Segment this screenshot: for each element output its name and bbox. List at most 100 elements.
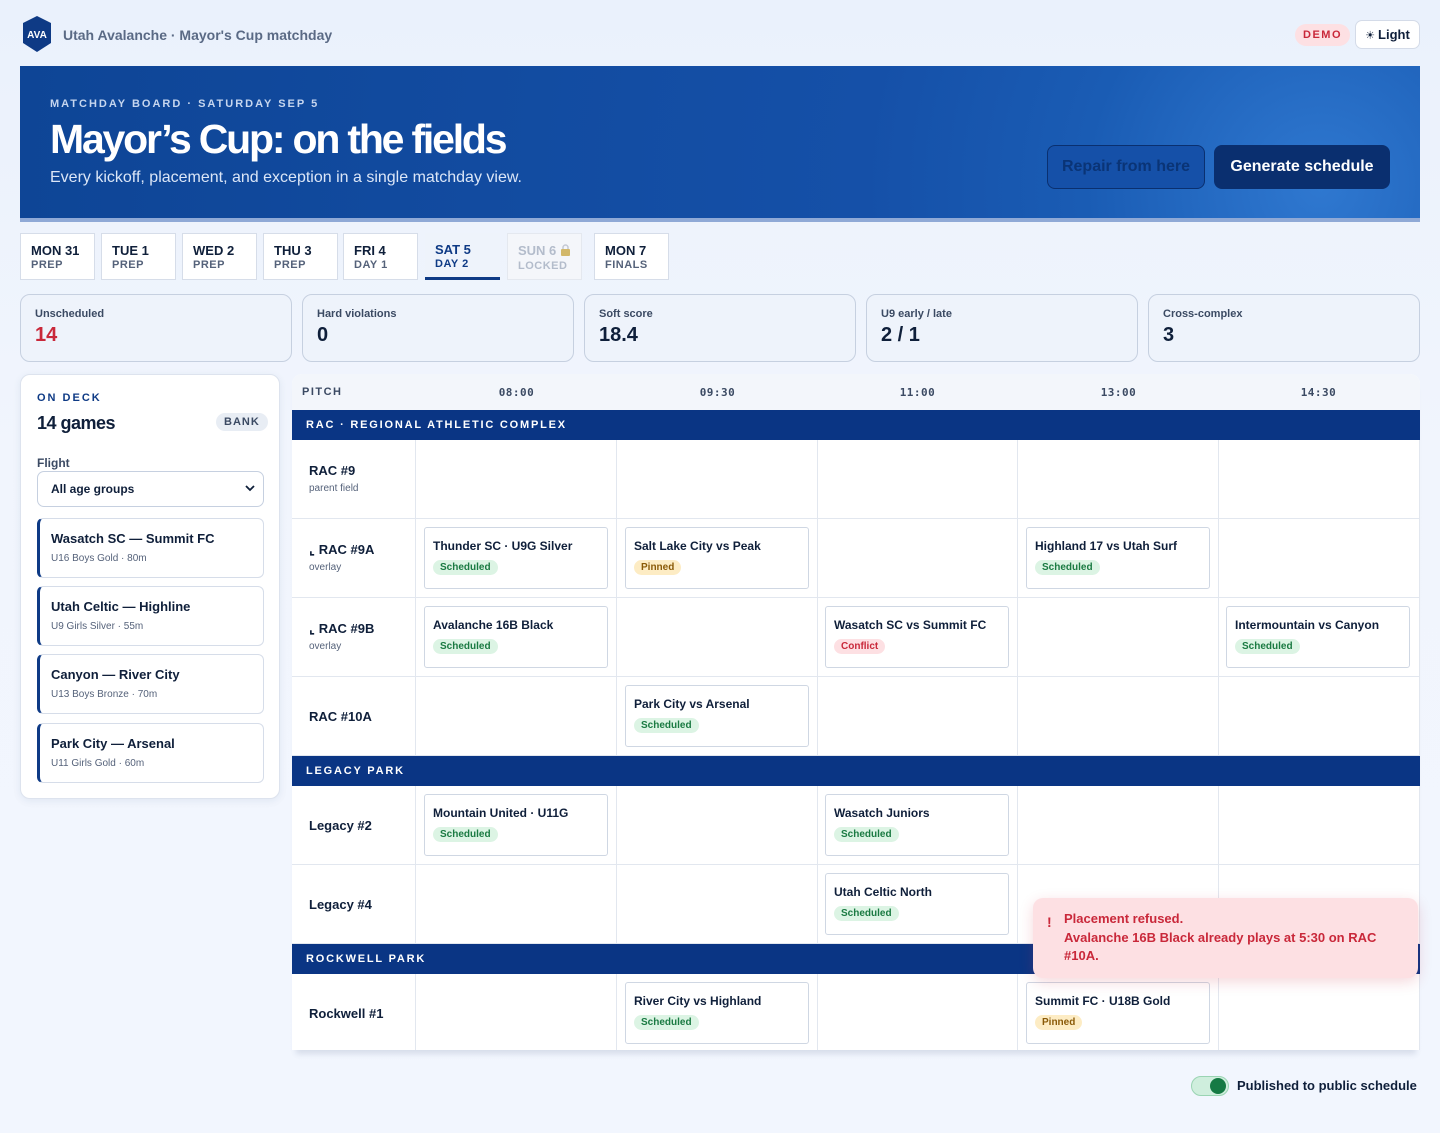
game-card[interactable]: Utah Celtic North Scheduled [825,873,1009,935]
time-slot[interactable]: Highland 17 vs Utah Surf Scheduled [1018,519,1219,598]
game-title: Thunder SC · U9G Silver [433,539,573,553]
time-slot[interactable]: Wasatch Juniors Scheduled [817,786,1018,865]
time-slot[interactable] [817,677,1018,756]
time-slot[interactable]: River City vs Highland Scheduled [617,974,818,1050]
time-slot[interactable]: Wasatch SC vs Summit FC Conflict [817,598,1018,677]
day-tab-phase: DAY 1 [354,259,388,271]
game-card[interactable]: Thunder SC · U9G Silver Scheduled [424,527,608,589]
toast-title: Placement refused. [1064,911,1184,926]
day-tab-3[interactable]: THU 3 PREP [263,233,338,280]
time-slot[interactable]: Avalanche 16B Black Scheduled [416,598,617,677]
time-slot[interactable] [416,974,617,1050]
game-card[interactable]: Wasatch SC vs Summit FC Conflict [825,606,1009,668]
day-tab-1[interactable]: TUE 1 PREP [101,233,176,280]
deck-game-card[interactable]: Canyon — River City U13 Boys Bronze · 70m [37,654,264,714]
stat-value: 0 [317,324,329,346]
deck-card-meta: U11 Girls Gold · 60m [51,758,145,769]
time-column-header: 14:30 [1300,386,1337,399]
time-slot[interactable] [817,440,1018,519]
stat-card-3: U9 early / late 2 / 1 [866,294,1138,362]
time-slot[interactable] [416,677,617,756]
deck-game-card[interactable]: Utah Celtic — Highline U9 Girls Silver · … [37,586,264,646]
time-slot[interactable] [617,865,818,944]
time-slot[interactable] [1018,677,1219,756]
page-title: Mayor’s Cup: on the fields [50,116,508,162]
svg-text:AVA: AVA [27,30,47,41]
toast-message: Avalanche 16B Black already plays at 5:3… [1064,930,1377,963]
demo-badge: DEMO [1295,24,1350,46]
time-slot[interactable] [617,786,818,865]
day-tab-4[interactable]: FRI 4 DAY 1 [343,233,418,280]
game-card[interactable]: Salt Lake City vs Peak Pinned [625,527,809,589]
status-badge: Conflict [834,639,886,654]
time-slot[interactable]: Mountain United · U11G Scheduled [416,786,617,865]
time-slot[interactable]: Park City vs Arsenal Scheduled [617,677,818,756]
time-slot[interactable] [1018,786,1219,865]
time-slot[interactable] [1018,440,1219,519]
pitch-cell: ⌞ RAC #9B overlay [292,598,416,677]
time-column-header: 13:00 [1100,386,1137,399]
pitch-row: ⌞ RAC #9A overlay Thunder SC · U9G Silver S… [292,519,1420,598]
game-card[interactable]: Avalanche 16B Black Scheduled [424,606,608,668]
game-card[interactable]: Wasatch Juniors Scheduled [825,794,1009,856]
time-slot[interactable] [1218,974,1420,1050]
generate-schedule-button[interactable]: Generate schedule [1214,145,1390,189]
hero-eyebrow: MATCHDAY BOARD · SATURDAY SEP 5 [50,98,320,110]
deck-card-title: Utah Celtic — Highline [51,599,191,614]
game-card[interactable]: Summit FC · U18B Gold Pinned [1026,982,1210,1044]
time-slot[interactable]: Intermountain vs Canyon Scheduled [1218,598,1420,677]
time-slot[interactable]: Thunder SC · U9G Silver Scheduled [416,519,617,598]
time-slot[interactable] [817,519,1018,598]
time-column-header: 08:00 [498,386,535,399]
day-tab-5[interactable]: SAT 5 DAY 2 [425,233,500,280]
game-card[interactable]: River City vs Highland Scheduled [625,982,809,1044]
day-tab-label: TUE 1 [112,243,149,258]
time-slot[interactable] [416,440,617,519]
game-card[interactable]: Intermountain vs Canyon Scheduled [1226,606,1410,668]
day-tab-label: MON 31 [31,243,80,258]
time-slot[interactable] [817,974,1018,1050]
time-slot[interactable] [416,865,617,944]
toggle-knob [1210,1078,1226,1094]
day-tab-2[interactable]: WED 2 PREP [182,233,257,280]
day-tab-phase: LOCKED [518,260,568,272]
time-slot[interactable] [1218,865,1420,944]
day-tab-0[interactable]: MON 31 PREP [20,233,95,280]
status-badge: Scheduled [1235,639,1300,654]
time-slot[interactable] [1218,677,1420,756]
game-card[interactable]: Park City vs Arsenal Scheduled [625,685,809,747]
avalanche-logo[interactable]: AVA [22,15,52,53]
app-title: Utah Avalanche · Mayor's Cup matchday [63,27,333,43]
status-badge: Scheduled [433,560,498,575]
repair-from-here-button[interactable]: Repair from here [1047,145,1205,189]
deck-game-card[interactable]: Park City — Arsenal U11 Girls Gold · 60m [37,723,264,783]
time-slot[interactable] [1218,786,1420,865]
time-slot[interactable]: Summit FC · U18B Gold Pinned [1018,974,1219,1050]
pitch-name: ⌞ RAC #9B [309,621,375,636]
game-card[interactable]: Highland 17 vs Utah Surf Scheduled [1026,527,1210,589]
time-slot[interactable]: Salt Lake City vs Peak Pinned [617,519,818,598]
theme-toggle-button[interactable]: ☀ Light [1355,20,1420,49]
flight-select[interactable]: All age groups [37,471,264,507]
time-slot[interactable] [617,440,818,519]
time-slot[interactable] [1218,519,1420,598]
pitch-subtitle: parent field [309,483,359,494]
pitch-subtitle: overlay [309,641,342,652]
stat-label: U9 early / late [881,308,952,320]
time-slot[interactable] [1018,598,1219,677]
day-tab-label: WED 2 [193,243,235,258]
stat-label: Hard violations [317,308,397,320]
pitch-cell: ⌞ RAC #9A overlay [292,519,416,598]
publish-toggle[interactable] [1191,1076,1229,1096]
pitch-row: Legacy #2 Mountain United · U11G Scheduled… [292,786,1420,865]
day-tab-7[interactable]: MON 7 FINALS [594,233,669,280]
pitch-row: RAC #9 parent field [292,440,1420,519]
status-badge: Scheduled [634,1015,699,1030]
deck-game-card[interactable]: Wasatch SC — Summit FC U16 Boys Gold · 80… [37,518,264,578]
game-card[interactable]: Mountain United · U11G Scheduled [424,794,608,856]
time-slot[interactable]: Utah Celtic North Scheduled [817,865,1018,944]
flight-select-value: All age groups [51,482,135,496]
time-slot[interactable] [1218,440,1420,519]
pitch-cell: RAC #9 parent field [292,440,416,519]
time-slot[interactable] [617,598,818,677]
